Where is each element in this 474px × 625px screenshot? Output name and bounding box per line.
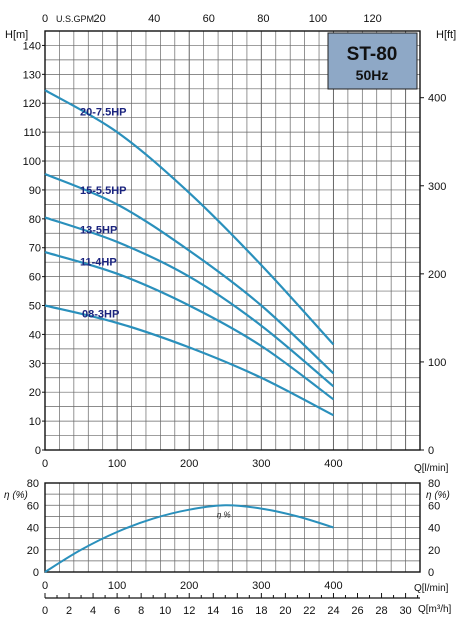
efficiency-axis-label-right: η (%) [426, 490, 450, 501]
m3h-tick-label: 16 [231, 605, 243, 617]
x-tick-label-head: 0 [42, 458, 48, 470]
x-tick-label-head: 100 [108, 458, 126, 470]
y-tick-label-meters: 50 [29, 301, 41, 313]
y-tick-label-feet: 400 [428, 93, 446, 105]
y-axis-label-feet: H[ft] [436, 29, 456, 41]
y-tick-label-meters: 20 [29, 387, 41, 399]
y-tick-label-meters: 0 [35, 445, 41, 457]
gpm-tick-label: 120 [363, 13, 381, 25]
y-tick-label-meters: 60 [29, 272, 41, 284]
m3h-tick-label: 14 [207, 605, 219, 617]
m3h-tick-label: 22 [303, 605, 315, 617]
m3h-tick-label: 30 [399, 605, 411, 617]
curve-label: 08-3HP [82, 308, 119, 320]
x-tick-label-efficiency: 400 [324, 580, 342, 592]
y-tick-label-meters: 110 [23, 127, 41, 139]
y-tick-label-meters: 100 [23, 156, 41, 168]
head-chart-frame [44, 30, 421, 451]
x-tick-label-head: 400 [324, 458, 342, 470]
efficiency-axis-label-left: η (%) [4, 490, 28, 501]
model-title-box: ST-80 50Hz [327, 32, 418, 90]
y-axis-label-meters: H[m] [5, 29, 28, 41]
head-chart-grid [44, 30, 421, 451]
efficiency-tick-label-right: 60 [428, 500, 440, 512]
m3h-axis-label: Q[m³/h] [418, 604, 452, 615]
y-tick-label-meters: 130 [23, 69, 41, 81]
curve-label: 15-5.5HP [80, 185, 126, 197]
head-curve-15-5.5HP [44, 172, 335, 375]
efficiency-curve-label: η % [217, 510, 231, 519]
efficiency-tick-label-right: 80 [428, 478, 440, 490]
y-tick-label-meters: 140 [23, 40, 41, 52]
head-curve-11-4HP [44, 251, 335, 401]
tick-labels: 0102030405060708090100110120130140010020… [23, 13, 447, 617]
efficiency-curve-line [44, 504, 334, 573]
y-tick-label-feet: 300 [428, 181, 446, 193]
gpm-tick-label: 20 [93, 13, 105, 25]
gpm-tick-label: 0 [42, 13, 48, 25]
gpm-tick-label: 80 [257, 13, 269, 25]
x-tick-label-efficiency: 0 [42, 580, 48, 592]
model-title: ST-80 [347, 44, 398, 65]
curve-label: 20-7.5HP [80, 107, 126, 119]
m3h-tick-label: 2 [66, 605, 72, 617]
curve-label: 13-5HP [80, 224, 117, 236]
x-tick-label-head: 200 [180, 458, 198, 470]
efficiency-curve: η % [44, 504, 334, 573]
y-tick-label-meters: 70 [29, 243, 41, 255]
head-curve-08-3HP [44, 304, 335, 417]
x-tick-label-efficiency: 100 [108, 580, 126, 592]
y-tick-label-feet: 0 [428, 445, 434, 457]
curve-label: 11-4HP [80, 257, 117, 269]
y-tick-label-meters: 30 [29, 358, 41, 370]
x-tick-label-efficiency: 200 [180, 580, 198, 592]
m3h-tick-label: 8 [138, 605, 144, 617]
m3h-tick-label: 10 [159, 605, 171, 617]
m3h-tick-label: 0 [42, 605, 48, 617]
gpm-tick-label: 60 [203, 13, 215, 25]
gpm-axis-label: U.S.GPM [56, 14, 94, 24]
y-tick-label-feet: 200 [428, 269, 446, 281]
efficiency-tick-label-left: 40 [27, 523, 39, 535]
frequency-label: 50Hz [356, 67, 389, 83]
efficiency-tick-label-left: 80 [27, 478, 39, 490]
x-axis-label-efficiency: Q[l/min] [414, 583, 449, 594]
efficiency-tick-label-right: 0 [428, 567, 434, 579]
y-tick-label-feet: 100 [428, 357, 446, 369]
head-curve-13-5HP [44, 216, 335, 388]
x-tick-label-efficiency: 300 [252, 580, 270, 592]
efficiency-tick-label-left: 20 [27, 545, 39, 557]
efficiency-chart-frame [44, 482, 421, 573]
y-tick-label-meters: 120 [23, 98, 41, 110]
m3h-tick-label: 28 [375, 605, 387, 617]
y-tick-label-meters: 10 [29, 416, 41, 428]
m3h-tick-label: 12 [183, 605, 195, 617]
m3h-tick-label: 4 [90, 605, 96, 617]
y-tick-label-meters: 40 [29, 329, 41, 341]
y-tick-label-meters: 80 [29, 214, 41, 226]
m3h-tick-label: 24 [327, 605, 339, 617]
gpm-tick-label: 100 [309, 13, 327, 25]
x-tick-label-head: 300 [252, 458, 270, 470]
efficiency-tick-label-left: 60 [27, 500, 39, 512]
y-tick-label-meters: 90 [29, 185, 41, 197]
efficiency-chart-grid [44, 482, 421, 573]
gpm-tick-label: 40 [148, 13, 160, 25]
head-curves: 20-7.5HP 15-5.5HP 13-5HP 11-4HP 08-3HP [44, 89, 335, 417]
efficiency-tick-label-right: 20 [428, 545, 440, 557]
m3h-tick-label: 20 [279, 605, 291, 617]
efficiency-tick-label-right: 40 [428, 523, 440, 535]
title-box-background [327, 32, 418, 90]
m3h-tick-label: 26 [351, 605, 363, 617]
efficiency-tick-label-left: 0 [33, 567, 39, 579]
m3h-tick-label: 18 [255, 605, 267, 617]
m3h-tick-label: 6 [114, 605, 120, 617]
head-curve-20-7.5HP [44, 89, 335, 346]
x-axis-label-head: Q[l/min] [414, 463, 449, 474]
